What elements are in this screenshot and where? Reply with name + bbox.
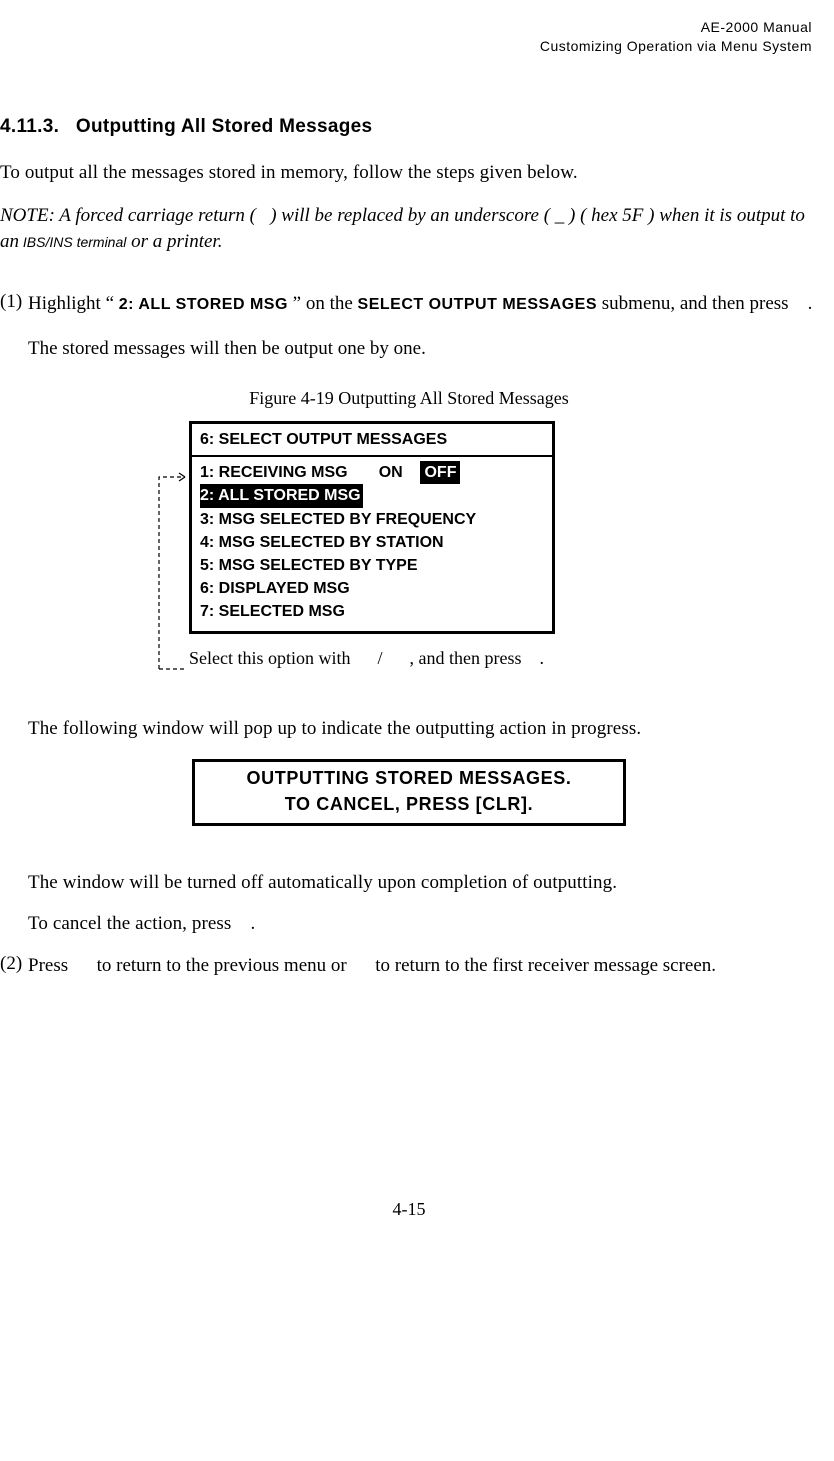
- page-number: 4-15: [0, 1199, 818, 1220]
- step-1: (1) Highlight “ 2: ALL STORED MSG ” on t…: [0, 291, 818, 362]
- menu-row-1: 1: RECEIVING MSG ON OFF: [200, 461, 544, 484]
- menu-panel: 6: SELECT OUTPUT MESSAGES 1: RECEIVING M…: [189, 421, 555, 635]
- figure-caption: Figure 4-19 Outputting All Stored Messag…: [0, 388, 818, 409]
- note-paragraph: NOTE: A forced carriage return ( ) will …: [0, 203, 818, 254]
- header-line-1: AE-2000 Manual: [0, 18, 812, 37]
- section-heading: 4.11.3. Outputting All Stored Messages: [0, 116, 818, 138]
- step-1-post: submenu, and then press .: [597, 293, 812, 314]
- page-header: AE-2000 Manual Customizing Operation via…: [0, 18, 818, 56]
- intro-paragraph: To output all the messages stored in mem…: [0, 160, 818, 186]
- header-line-2: Customizing Operation via Menu System: [0, 37, 812, 56]
- step-2-text: Press to return to the previous menu or …: [28, 953, 818, 979]
- popup-line-1: OUTPUTTING STORED MESSAGES.: [201, 766, 617, 791]
- step-1-code: 2: ALL STORED MSG: [119, 296, 288, 313]
- step-1-mid: ” on the: [288, 293, 358, 314]
- step-1-pre: Highlight “: [28, 293, 119, 314]
- menu-row-3: 3: MSG SELECTED BY FREQUENCY: [200, 508, 544, 531]
- menu-row-4: 4: MSG SELECTED BY STATION: [200, 531, 544, 554]
- step-1-sub: The stored messages will then be output …: [28, 336, 818, 362]
- menu-row-7: 7: SELECTED MSG: [200, 600, 544, 623]
- menu-row-2-selected: 2: ALL STORED MSG: [200, 484, 363, 507]
- menu-row-5: 5: MSG SELECTED BY TYPE: [200, 554, 544, 577]
- menu-row-1-off-badge: OFF: [420, 461, 460, 484]
- after-popup-2: To cancel the action, press .: [28, 911, 818, 937]
- step-1-marker: (1): [0, 291, 28, 362]
- note-ibs-term: IBS/INS terminal: [19, 234, 126, 250]
- popup-panel: OUTPUTTING STORED MESSAGES. TO CANCEL, P…: [192, 759, 626, 825]
- popup-line-2: TO CANCEL, PRESS [CLR].: [201, 792, 617, 817]
- menu-row-1-label: 1: RECEIVING MSG: [200, 464, 348, 481]
- section-title-text: Outputting All Stored Messages: [76, 116, 373, 137]
- menu-row-6: 6: DISPLAYED MSG: [200, 577, 544, 600]
- after-popup-1: The window will be turned off automatica…: [28, 870, 818, 896]
- step-2-marker: (2): [0, 953, 28, 979]
- menu-row-1-on: ON: [379, 464, 403, 481]
- menu-footnote: Select this option with / , and then pre…: [189, 646, 569, 671]
- menu-figure: 6: SELECT OUTPUT MESSAGES 1: RECEIVING M…: [109, 421, 709, 672]
- menu-row-2: 2: ALL STORED MSG: [200, 484, 544, 507]
- menu-panel-title: 6: SELECT OUTPUT MESSAGES: [200, 431, 447, 448]
- step-1-bold2: SELECT OUTPUT MESSAGES: [358, 296, 597, 313]
- section-number: 4.11.3.: [0, 116, 59, 137]
- note-suffix: or a printer.: [126, 231, 222, 252]
- step-2: (2) Press to return to the previous menu…: [0, 953, 818, 979]
- after-menu-paragraph: The following window will pop up to indi…: [28, 716, 818, 742]
